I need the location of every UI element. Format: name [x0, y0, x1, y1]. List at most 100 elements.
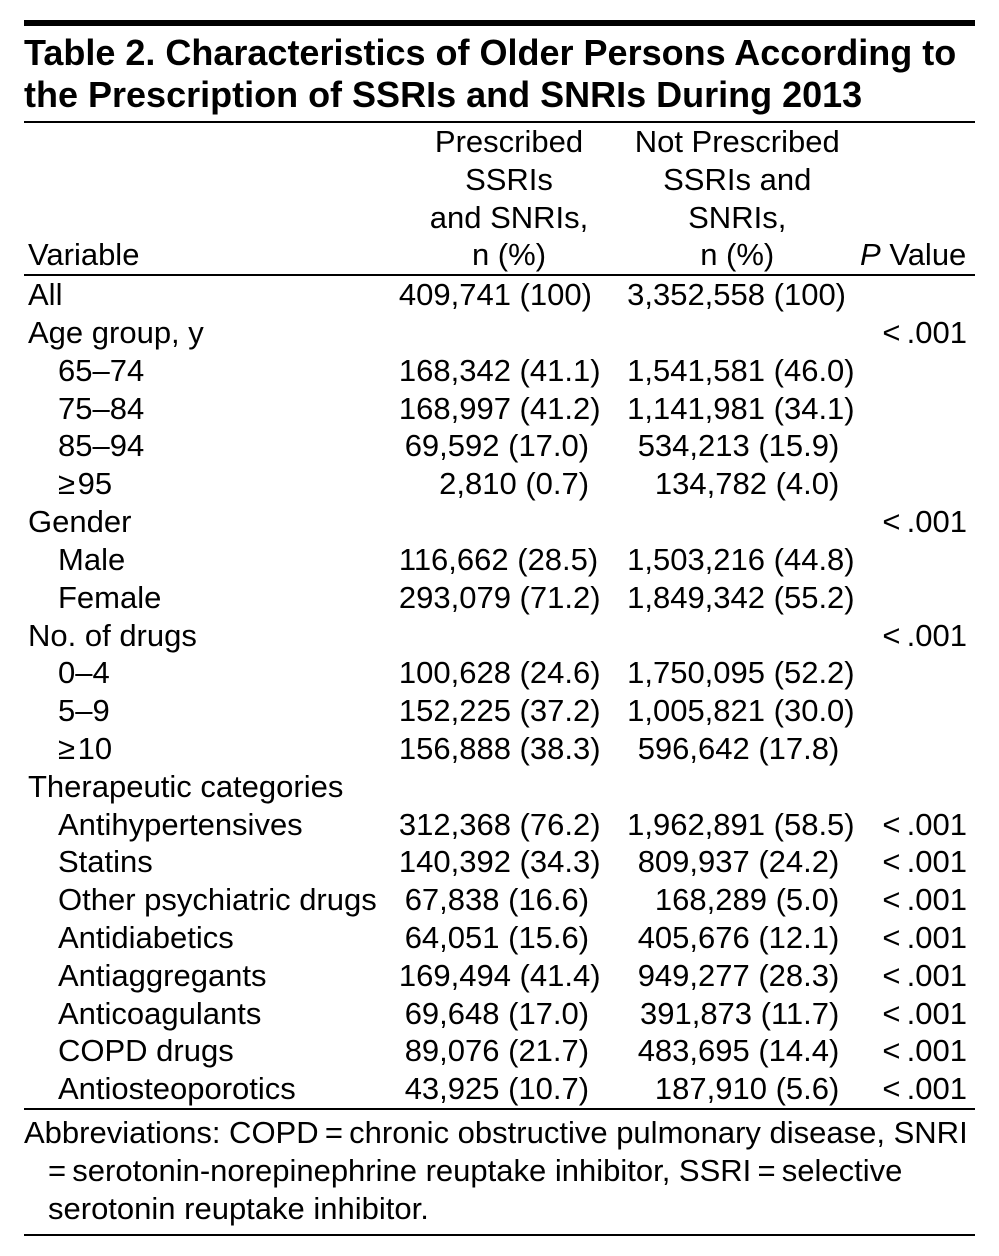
cell-prescribed: 156,888 (38.3): [395, 730, 623, 768]
cell-not-prescribed: 1,541,581 (46.0): [623, 352, 851, 390]
table-row: Anticoagulants 69,648 (17.0) 391,873 (11…: [24, 995, 975, 1033]
table-row: Male 116,662 (28.5) 1,503,216 (44.8): [24, 541, 975, 579]
cell-variable: Anticoagulants: [24, 995, 395, 1033]
cell-not-prescribed: 1,849,342 (55.2): [623, 579, 851, 617]
cell-variable: 85–94: [24, 427, 395, 465]
table-row: Other psychiatric drugs 67,838 (16.6) 16…: [24, 881, 975, 919]
cell-pvalue: [851, 768, 975, 806]
cell-variable: Antidiabetics: [24, 919, 395, 957]
table-row: COPD drugs 89,076 (21.7) 483,695 (14.4) …: [24, 1032, 975, 1070]
cell-variable: Therapeutic categories: [24, 768, 395, 806]
cell-pvalue: < .001: [851, 957, 975, 995]
cell-variable: ≥ 10: [24, 730, 395, 768]
cell-prescribed: 168,997 (41.2): [395, 390, 623, 428]
cell-pvalue: [851, 352, 975, 390]
cell-prescribed: 152,225 (37.2): [395, 692, 623, 730]
cell-variable: Statins: [24, 843, 395, 881]
header-pvalue-p: P: [860, 237, 881, 272]
cell-prescribed: [395, 617, 623, 655]
header-pvalue: P Value: [851, 123, 975, 274]
cell-not-prescribed: 483,695 (14.4): [623, 1032, 851, 1070]
cell-prescribed: [395, 503, 623, 541]
table-row: Therapeutic categories: [24, 768, 975, 806]
table-footnote: Abbreviations: COPD = chronic obstructiv…: [24, 1110, 975, 1233]
table-row: ≥ 10 156,888 (38.3) 596,642 (17.8): [24, 730, 975, 768]
cell-prescribed: 409,741 (100): [395, 276, 623, 314]
cell-pvalue: [851, 654, 975, 692]
cell-variable: Other psychiatric drugs: [24, 881, 395, 919]
cell-variable: 0–4: [24, 654, 395, 692]
cell-variable: All: [24, 276, 395, 314]
cell-prescribed: 43,925 (10.7): [395, 1070, 623, 1108]
cell-variable: ≥ 95: [24, 465, 395, 503]
cell-pvalue: [851, 427, 975, 465]
cell-not-prescribed: [623, 314, 851, 352]
cell-not-prescribed: 534,213 (15.9): [623, 427, 851, 465]
table-row: Antihypertensives 312,368 (76.2) 1,962,8…: [24, 806, 975, 844]
cell-pvalue: [851, 541, 975, 579]
table-row: 65–74 168,342 (41.1) 1,541,581 (46.0): [24, 352, 975, 390]
cell-prescribed: 140,392 (34.3): [395, 843, 623, 881]
table-row: Female 293,079 (71.2) 1,849,342 (55.2): [24, 579, 975, 617]
cell-pvalue: < .001: [851, 919, 975, 957]
cell-not-prescribed: 168,289 (5.0): [623, 881, 851, 919]
cell-variable: Age group, y: [24, 314, 395, 352]
cell-variable: 5–9: [24, 692, 395, 730]
cell-not-prescribed: 405,676 (12.1): [623, 919, 851, 957]
cell-not-prescribed: 949,277 (28.3): [623, 957, 851, 995]
cell-prescribed: [395, 314, 623, 352]
cell-prescribed: 116,662 (28.5): [395, 541, 623, 579]
cell-prescribed: 168,342 (41.1): [395, 352, 623, 390]
cell-variable: No. of drugs: [24, 617, 395, 655]
cell-prescribed: 89,076 (21.7): [395, 1032, 623, 1070]
cell-variable: Female: [24, 579, 395, 617]
table-row: No. of drugs < .001: [24, 617, 975, 655]
cell-not-prescribed: 1,503,216 (44.8): [623, 541, 851, 579]
cell-pvalue: [851, 465, 975, 503]
table-row: Antidiabetics 64,051 (15.6) 405,676 (12.…: [24, 919, 975, 957]
cell-variable: Gender: [24, 503, 395, 541]
cell-variable: COPD drugs: [24, 1032, 395, 1070]
cell-not-prescribed: [623, 503, 851, 541]
table-row: 85–94 69,592 (17.0) 534,213 (15.9): [24, 427, 975, 465]
cell-variable: 75–84: [24, 390, 395, 428]
cell-prescribed: 69,648 (17.0): [395, 995, 623, 1033]
table-header-row: Variable Prescribed SSRIs and SNRIs, n (…: [24, 123, 975, 274]
cell-not-prescribed: [623, 617, 851, 655]
header-not-l3: n (%): [700, 237, 774, 272]
cell-variable: Male: [24, 541, 395, 579]
table-title: Table 2. Characteristics of Older Person…: [24, 26, 975, 121]
characteristics-table: Variable Prescribed SSRIs and SNRIs, n (…: [24, 123, 975, 1110]
table-row: Age group, y < .001: [24, 314, 975, 352]
cell-pvalue: < .001: [851, 995, 975, 1033]
table-row: Antiaggregants 169,494 (41.4) 949,277 (2…: [24, 957, 975, 995]
cell-pvalue: < .001: [851, 881, 975, 919]
cell-pvalue: < .001: [851, 806, 975, 844]
cell-pvalue: [851, 390, 975, 428]
table-row: All 409,741 (100) 3,352,558 (100): [24, 276, 975, 314]
cell-not-prescribed: 1,962,891 (58.5): [623, 806, 851, 844]
cell-pvalue: [851, 579, 975, 617]
table-row: 0–4 100,628 (24.6) 1,750,095 (52.2): [24, 654, 975, 692]
cell-prescribed: 312,368 (76.2): [395, 806, 623, 844]
cell-not-prescribed: 1,005,821 (30.0): [623, 692, 851, 730]
cell-pvalue: < .001: [851, 1070, 975, 1108]
table-row: 75–84 168,997 (41.2) 1,141,981 (34.1): [24, 390, 975, 428]
cell-pvalue: < .001: [851, 314, 975, 352]
cell-pvalue: < .001: [851, 617, 975, 655]
cell-prescribed: 64,051 (15.6): [395, 919, 623, 957]
cell-not-prescribed: 3,352,558 (100): [623, 276, 851, 314]
header-not-l2: SSRIs and SNRIs,: [663, 162, 811, 235]
table-row: 5–9 152,225 (37.2) 1,005,821 (30.0): [24, 692, 975, 730]
cell-prescribed: 67,838 (16.6): [395, 881, 623, 919]
cell-prescribed: [395, 768, 623, 806]
cell-pvalue: [851, 276, 975, 314]
table-row: Statins 140,392 (34.3) 809,937 (24.2) < …: [24, 843, 975, 881]
header-prescribed-l1: Prescribed SSRIs: [435, 124, 583, 197]
cell-not-prescribed: [623, 768, 851, 806]
cell-prescribed: 293,079 (71.2): [395, 579, 623, 617]
cell-variable: Antiaggregants: [24, 957, 395, 995]
cell-prescribed: 100,628 (24.6): [395, 654, 623, 692]
cell-pvalue: [851, 692, 975, 730]
cell-variable: Antihypertensives: [24, 806, 395, 844]
